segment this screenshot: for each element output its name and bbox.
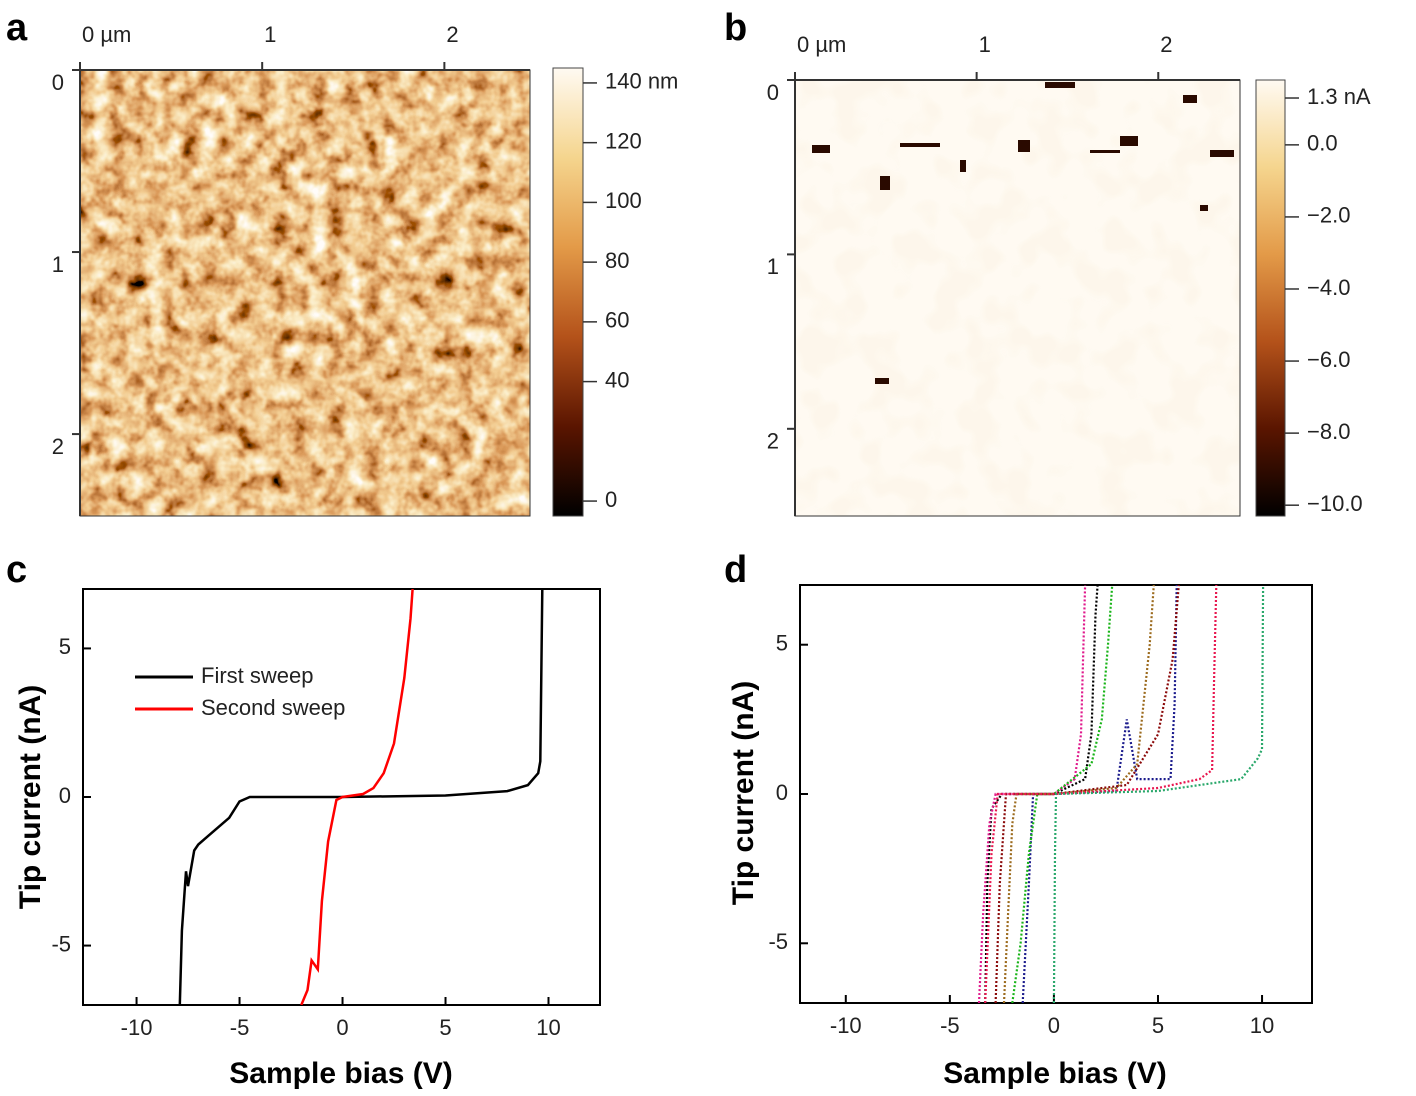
y-tick-label: -5 bbox=[51, 931, 71, 956]
colorbar-tick-label: −6.0 bbox=[1307, 347, 1350, 372]
colorbar-tick-label: 100 bbox=[605, 188, 642, 213]
y-axis-title: Tip current (nA) bbox=[727, 681, 760, 905]
colorbar-tick-label: 80 bbox=[605, 248, 629, 273]
y-tick-label: 0 bbox=[52, 70, 64, 95]
panel-letter: d bbox=[724, 549, 747, 591]
colorbar bbox=[552, 67, 584, 517]
x-axis-title: Sample bias (V) bbox=[943, 1057, 1166, 1090]
series-line bbox=[178, 589, 544, 1005]
colorbar-tick-label: 40 bbox=[605, 367, 629, 392]
x-tick-label: 0 bbox=[336, 1015, 348, 1040]
x-tick-label: -5 bbox=[940, 1013, 960, 1038]
legend-label: First sweep bbox=[201, 663, 313, 688]
y-axis-title: Tip current (nA) bbox=[14, 685, 47, 909]
x-tick-label: 0 µm bbox=[797, 32, 846, 57]
x-axis-title: Sample bias (V) bbox=[229, 1057, 452, 1090]
y-tick-label: 5 bbox=[776, 631, 788, 656]
colorbar-tick-label: 1.3 nA bbox=[1307, 84, 1371, 109]
x-tick-label: 5 bbox=[439, 1015, 451, 1040]
current-map-spots bbox=[812, 82, 1234, 384]
colorbar bbox=[1255, 79, 1286, 517]
series-line bbox=[1002, 585, 1155, 1003]
y-tick-label: -5 bbox=[768, 929, 788, 954]
y-tick-label: 1 bbox=[767, 254, 779, 279]
x-tick-label: 5 bbox=[1152, 1013, 1164, 1038]
y-tick-label: 0 bbox=[767, 80, 779, 105]
legend-label: Second sweep bbox=[201, 695, 345, 720]
y-tick-label: 2 bbox=[52, 434, 64, 459]
series-line bbox=[300, 589, 414, 1005]
x-tick-label: 1 bbox=[979, 32, 991, 57]
x-tick-label: 10 bbox=[536, 1015, 560, 1040]
x-tick-label: 0 bbox=[1048, 1013, 1060, 1038]
colorbar-tick-label: 0.0 bbox=[1307, 131, 1338, 156]
panel-letter: c bbox=[6, 549, 27, 591]
x-tick-label: -10 bbox=[121, 1015, 153, 1040]
colorbar-tick-label: 120 bbox=[605, 128, 642, 153]
series-line bbox=[977, 585, 1087, 1003]
x-tick-label: 2 bbox=[446, 22, 458, 47]
colorbar-tick-label: −10.0 bbox=[1307, 491, 1363, 516]
colorbar-tick-label: 140 nm bbox=[605, 69, 678, 94]
colorbar-tick-label: −8.0 bbox=[1307, 419, 1350, 444]
panel-letter: a bbox=[6, 7, 28, 49]
series-line bbox=[1052, 585, 1265, 1003]
y-tick-label: 0 bbox=[776, 780, 788, 805]
series-line bbox=[994, 585, 1180, 1003]
panel-letter: b bbox=[724, 7, 747, 49]
y-tick-label: 5 bbox=[59, 634, 71, 659]
colorbar-tick-label: 0 bbox=[605, 487, 617, 512]
x-tick-label: -10 bbox=[830, 1013, 862, 1038]
x-tick-label: 0 µm bbox=[82, 22, 131, 47]
x-tick-label: 1 bbox=[264, 22, 276, 47]
x-tick-label: 10 bbox=[1250, 1013, 1274, 1038]
y-tick-label: 1 bbox=[52, 252, 64, 277]
colorbar-tick-label: 60 bbox=[605, 308, 629, 333]
colorbar-tick-label: −2.0 bbox=[1307, 203, 1350, 228]
topography-image bbox=[80, 70, 530, 516]
x-tick-label: -5 bbox=[230, 1015, 250, 1040]
series-line bbox=[984, 585, 1218, 1003]
y-tick-label: 2 bbox=[767, 429, 779, 454]
colorbar-tick-label: −4.0 bbox=[1307, 275, 1350, 300]
x-tick-label: 2 bbox=[1160, 32, 1172, 57]
current-image-texture bbox=[795, 80, 1240, 516]
y-tick-label: 0 bbox=[59, 783, 71, 808]
